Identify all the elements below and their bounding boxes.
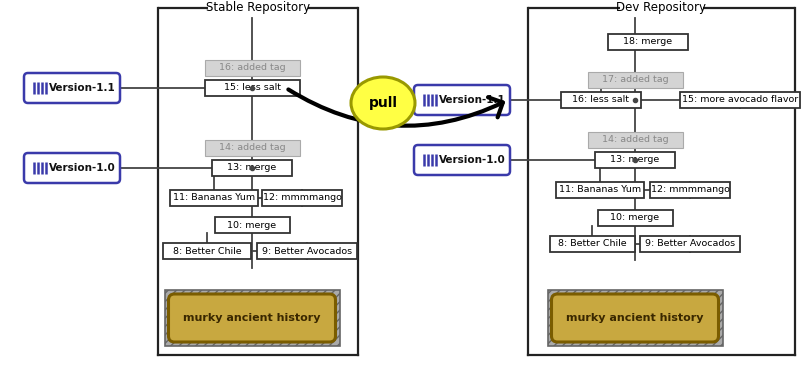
Text: 11: Bananas Yum: 11: Bananas Yum xyxy=(173,193,255,202)
Text: 8: Better Chile: 8: Better Chile xyxy=(557,240,626,248)
Text: Version-1.0: Version-1.0 xyxy=(439,155,505,165)
FancyBboxPatch shape xyxy=(205,80,299,96)
Text: 15: less salt: 15: less salt xyxy=(224,83,281,93)
Text: 12: mmmmango: 12: mmmmango xyxy=(262,193,342,202)
FancyBboxPatch shape xyxy=(650,182,730,198)
FancyBboxPatch shape xyxy=(205,140,299,156)
FancyBboxPatch shape xyxy=(597,210,673,226)
FancyBboxPatch shape xyxy=(24,73,120,103)
Ellipse shape xyxy=(351,77,415,129)
Text: murky ancient history: murky ancient history xyxy=(183,313,321,323)
FancyBboxPatch shape xyxy=(262,190,342,206)
FancyBboxPatch shape xyxy=(257,243,357,259)
Text: 15: more avocado flavor: 15: more avocado flavor xyxy=(682,96,798,105)
FancyBboxPatch shape xyxy=(548,290,723,346)
FancyBboxPatch shape xyxy=(170,190,258,206)
FancyBboxPatch shape xyxy=(214,217,290,233)
FancyBboxPatch shape xyxy=(556,182,644,198)
Text: 10: merge: 10: merge xyxy=(228,221,277,230)
FancyBboxPatch shape xyxy=(608,34,688,50)
Text: 9: Better Avocados: 9: Better Avocados xyxy=(645,240,735,248)
FancyBboxPatch shape xyxy=(640,236,740,252)
FancyBboxPatch shape xyxy=(414,85,510,115)
Text: Dev Repository: Dev Repository xyxy=(617,1,707,15)
Text: 12: mmmmango: 12: mmmmango xyxy=(650,186,730,195)
FancyBboxPatch shape xyxy=(414,145,510,175)
Text: murky ancient history: murky ancient history xyxy=(566,313,703,323)
Text: 10: merge: 10: merge xyxy=(610,214,659,222)
Text: Version-1.1: Version-1.1 xyxy=(439,95,505,105)
FancyBboxPatch shape xyxy=(212,160,292,176)
Text: Stable Repository: Stable Repository xyxy=(206,1,310,15)
FancyBboxPatch shape xyxy=(549,236,634,252)
FancyBboxPatch shape xyxy=(164,290,339,346)
FancyBboxPatch shape xyxy=(163,243,251,259)
FancyBboxPatch shape xyxy=(595,152,675,168)
FancyBboxPatch shape xyxy=(588,72,683,88)
Text: 9: Better Avocados: 9: Better Avocados xyxy=(262,247,352,256)
FancyBboxPatch shape xyxy=(24,153,120,183)
Text: 16: less salt: 16: less salt xyxy=(573,96,630,105)
Text: 8: Better Chile: 8: Better Chile xyxy=(172,247,241,256)
FancyArrowPatch shape xyxy=(289,90,503,126)
FancyBboxPatch shape xyxy=(205,60,299,76)
Text: 17: added tag: 17: added tag xyxy=(602,76,668,84)
Text: 14: added tag: 14: added tag xyxy=(219,144,286,153)
Text: 18: merge: 18: merge xyxy=(623,38,673,46)
Text: Version-1.1: Version-1.1 xyxy=(49,83,115,93)
Text: pull: pull xyxy=(368,96,398,110)
FancyBboxPatch shape xyxy=(680,92,800,108)
Text: Version-1.0: Version-1.0 xyxy=(49,163,115,173)
Text: 13: merge: 13: merge xyxy=(610,155,659,164)
FancyBboxPatch shape xyxy=(588,132,683,148)
FancyBboxPatch shape xyxy=(168,294,335,342)
FancyBboxPatch shape xyxy=(552,294,719,342)
Text: 14: added tag: 14: added tag xyxy=(602,135,668,144)
FancyBboxPatch shape xyxy=(561,92,641,108)
Text: 13: merge: 13: merge xyxy=(228,164,277,173)
Text: 16: added tag: 16: added tag xyxy=(219,64,286,73)
Text: 11: Bananas Yum: 11: Bananas Yum xyxy=(559,186,641,195)
